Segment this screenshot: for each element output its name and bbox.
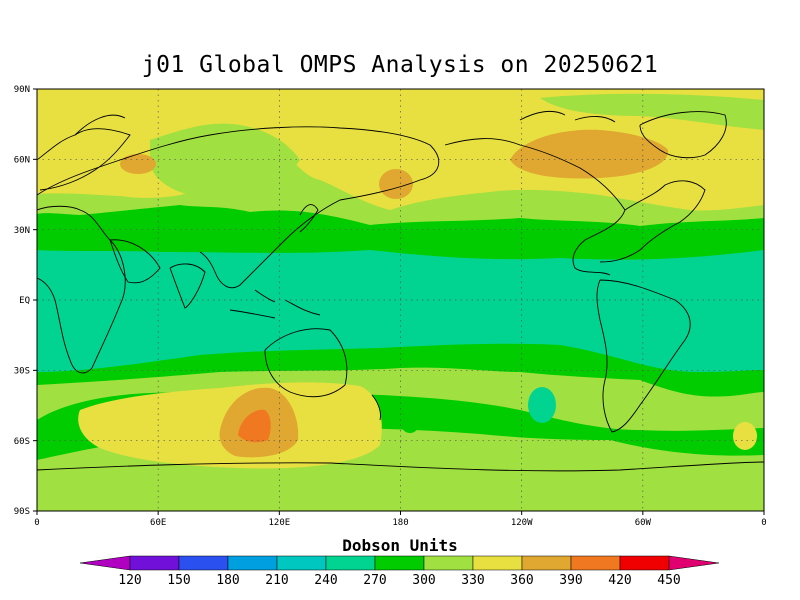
coast-arctic-islands <box>519 110 616 123</box>
colorbar-swatch <box>619 555 670 571</box>
field-390-europe <box>120 154 156 174</box>
lat-label: EQ <box>19 296 30 306</box>
lon-label: 120W <box>511 518 533 528</box>
colorbar-label: 270 <box>363 573 386 588</box>
colorbar: 120 150 180 210 240 270 300 330 360 390 420 450 <box>79 555 720 588</box>
colorbar-label: 150 <box>167 573 190 588</box>
coast-newzealand <box>371 394 381 421</box>
field-330-antarctic <box>37 468 764 511</box>
coast-australia <box>264 328 348 398</box>
colorbar-swatch <box>570 555 621 571</box>
colorbar-label: 420 <box>608 573 631 588</box>
colorbar-label: 450 <box>657 573 680 588</box>
colorbar-max-arrow <box>668 555 720 571</box>
lon-label: 60W <box>635 518 652 528</box>
colorbar-label: 240 <box>314 573 337 588</box>
field-330-arctic <box>540 93 764 130</box>
coast-japan <box>299 204 319 233</box>
coast-na-east <box>599 180 706 263</box>
field-360-patch <box>733 422 757 450</box>
lat-label: 30N <box>14 226 30 236</box>
colorbar-swatch <box>129 555 180 571</box>
colorbar-swatch <box>521 555 572 571</box>
lat-label: 60N <box>14 156 30 166</box>
coast-greenland <box>639 111 727 159</box>
lon-label: 0 <box>34 518 39 528</box>
field-390-canada <box>510 129 669 179</box>
lon-label: 180 <box>392 518 408 528</box>
field-390-siberia <box>379 169 413 199</box>
colorbar-min-arrow <box>79 555 131 571</box>
coast-arabia <box>109 239 161 284</box>
colorbar-label: 360 <box>510 573 533 588</box>
colorbar-swatch <box>325 555 376 571</box>
lat-label: 30S <box>14 367 30 377</box>
coast-indonesia <box>229 289 321 319</box>
colorbar-swatch <box>472 555 523 571</box>
lat-label: 60S <box>14 437 30 447</box>
colorbar-label: 120 <box>118 573 141 588</box>
colorbar-label: 390 <box>559 573 582 588</box>
coast-europe <box>37 128 131 191</box>
colorbar-label: 300 <box>412 573 435 588</box>
colorbar-label: 330 <box>461 573 484 588</box>
lon-label: 60E <box>150 518 166 528</box>
field-270-patch <box>528 387 556 423</box>
colorbar-swatch <box>276 555 327 571</box>
colorbar-label: 180 <box>216 573 239 588</box>
lat-axis: 90N 60N 30N EQ 30S 60S 90S <box>14 85 37 517</box>
colorbar-label: 210 <box>265 573 288 588</box>
colorbar-swatch <box>423 555 474 571</box>
map-title: j01 Global OMPS Analysis on 20250621 <box>141 52 659 78</box>
lon-axis: 0 60E 120E 180 120W 60W 0 <box>34 511 767 528</box>
coast-eurasia <box>37 126 440 289</box>
colorbar-title: Dobson Units <box>342 536 458 555</box>
coast-antarctica <box>37 461 764 472</box>
coast-india <box>169 263 206 309</box>
coast-north-america <box>444 138 626 276</box>
lon-label: 120E <box>268 518 290 528</box>
colorbar-swatch <box>374 555 425 571</box>
lat-label: 90N <box>14 85 30 95</box>
coast-africa <box>37 205 126 374</box>
coast-scandinavia <box>74 114 126 136</box>
field-420-core <box>238 409 271 443</box>
lat-label: 90S <box>14 507 30 517</box>
field-330-asia <box>150 123 300 199</box>
lon-label: 0 <box>761 518 766 528</box>
colorbar-swatch <box>178 555 229 571</box>
gridlines <box>37 89 764 511</box>
colorbar-swatch <box>227 555 278 571</box>
field-300-patch <box>402 419 418 433</box>
